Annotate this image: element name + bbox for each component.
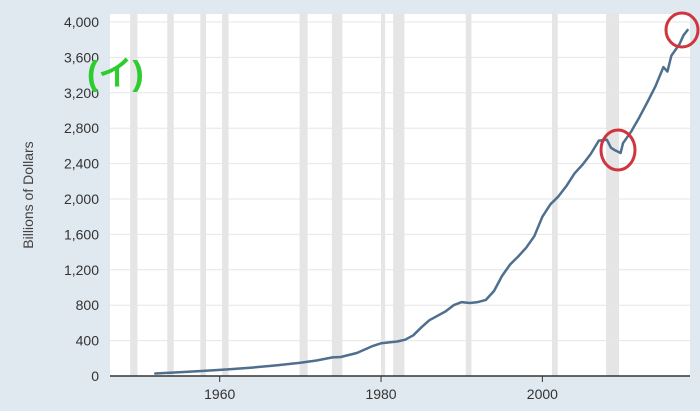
recession-band <box>606 14 620 376</box>
recession-shading <box>130 14 620 376</box>
recession-band <box>200 14 206 376</box>
y-tick-label: 2,000 <box>64 191 99 207</box>
recession-band <box>465 14 472 376</box>
recession-band <box>299 14 308 376</box>
highlight-circle-peak <box>664 11 700 49</box>
recession-band <box>167 14 174 376</box>
series-line <box>153 28 689 375</box>
y-axis-title: Billions of Dollars <box>20 141 36 248</box>
x-axis-ticks: 1960 1980 2000 <box>204 376 558 402</box>
y-tick-label: 1,200 <box>64 262 99 278</box>
y-tick-label: 4,000 <box>64 14 99 30</box>
recession-band <box>130 14 138 376</box>
y-tick-label: 3,600 <box>64 49 99 65</box>
annotation-label: (イ) <box>87 55 144 93</box>
y-tick-label: 1,600 <box>64 226 99 242</box>
x-tick-label: 1980 <box>365 386 396 402</box>
recession-band <box>331 14 343 376</box>
y-tick-label: 800 <box>76 297 100 313</box>
recession-band <box>393 14 405 376</box>
x-tick-label: 1960 <box>204 386 235 402</box>
recession-band <box>381 14 386 376</box>
highlight-circle-dip <box>599 128 637 172</box>
y-tick-label: 2,400 <box>64 156 99 172</box>
recession-band <box>222 14 229 376</box>
gridlines <box>110 21 690 342</box>
annotations: (イ) <box>87 11 700 172</box>
y-tick-label: 2,800 <box>64 120 99 136</box>
y-axis-ticks: 0 400 800 1,200 1,600 2,000 2,400 2,800 3,200 3,6… <box>64 14 99 384</box>
y-tick-label: 3,200 <box>64 85 99 101</box>
x-tick-label: 2000 <box>527 386 558 402</box>
y-tick-label: 400 <box>76 333 100 349</box>
y-tick-label: 0 <box>91 368 99 384</box>
recession-band <box>552 14 558 376</box>
series <box>153 28 689 375</box>
